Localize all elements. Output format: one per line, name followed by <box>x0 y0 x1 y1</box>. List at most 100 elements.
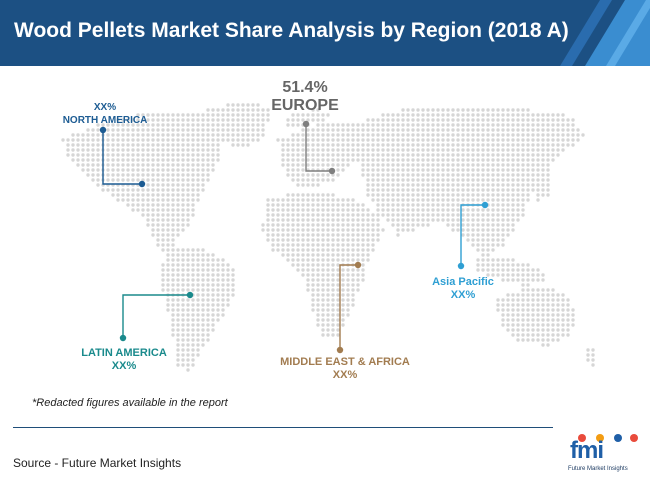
map-dot <box>556 133 560 137</box>
map-dot <box>506 133 510 137</box>
map-dot <box>76 153 80 157</box>
map-dot <box>316 293 320 297</box>
map-dot <box>286 248 290 252</box>
map-dot <box>171 258 175 262</box>
map-dot <box>251 113 255 117</box>
map-dot <box>491 133 495 137</box>
map-dot <box>161 148 165 152</box>
map-dot <box>441 168 445 172</box>
map-dot <box>501 148 505 152</box>
map-dots <box>61 103 595 372</box>
map-dot <box>341 238 345 242</box>
map-dot <box>301 153 305 157</box>
map-dot <box>161 273 165 277</box>
map-dot <box>506 158 510 162</box>
map-dot <box>551 308 555 312</box>
map-dot <box>181 228 185 232</box>
map-dot <box>216 283 220 287</box>
map-dot <box>421 163 425 167</box>
map-dot <box>481 168 485 172</box>
map-dot <box>556 328 560 332</box>
map-dot <box>221 133 225 137</box>
map-dot <box>476 118 480 122</box>
map-dot <box>111 133 115 137</box>
map-dot <box>401 158 405 162</box>
map-dot <box>156 238 160 242</box>
map-dot <box>316 138 320 142</box>
map-dot <box>526 138 530 142</box>
map-dot <box>346 283 350 287</box>
map-dot <box>401 213 405 217</box>
map-dot <box>556 138 560 142</box>
map-dot <box>236 108 240 112</box>
map-dot <box>141 163 145 167</box>
map-dot <box>301 143 305 147</box>
map-dot <box>361 248 365 252</box>
map-dot <box>176 158 180 162</box>
map-dot <box>196 353 200 357</box>
map-dot <box>116 188 120 192</box>
map-dot <box>111 188 115 192</box>
map-dot <box>411 128 415 132</box>
map-dot <box>281 223 285 227</box>
map-dot <box>336 328 340 332</box>
map-dot <box>301 178 305 182</box>
map-dot <box>166 113 170 117</box>
map-dot <box>181 138 185 142</box>
map-dot <box>421 168 425 172</box>
map-dot <box>226 273 230 277</box>
map-dot <box>431 193 435 197</box>
map-dot <box>291 123 295 127</box>
map-dot <box>201 323 205 327</box>
map-dot <box>471 193 475 197</box>
map-dot <box>376 223 380 227</box>
map-dot <box>171 238 175 242</box>
map-dot <box>211 123 215 127</box>
map-dot <box>76 158 80 162</box>
map-dot <box>201 328 205 332</box>
map-dot <box>366 188 370 192</box>
map-dot <box>476 153 480 157</box>
map-dot <box>551 113 555 117</box>
map-dot <box>191 203 195 207</box>
map-dot <box>226 293 230 297</box>
map-dot <box>176 223 180 227</box>
map-dot <box>561 138 565 142</box>
map-dot <box>526 298 530 302</box>
map-dot <box>176 308 180 312</box>
map-dot <box>531 293 535 297</box>
map-dot <box>171 288 175 292</box>
map-dot <box>476 158 480 162</box>
map-dot <box>191 363 195 367</box>
map-dot <box>456 223 460 227</box>
map-dot <box>526 128 530 132</box>
map-dot <box>121 198 125 202</box>
map-dot <box>216 158 220 162</box>
map-dot <box>186 358 190 362</box>
map-dot <box>461 188 465 192</box>
fmi-logo: fmi Future Market Insights <box>566 433 644 475</box>
map-dot <box>411 158 415 162</box>
map-dot <box>296 143 300 147</box>
map-dot <box>496 298 500 302</box>
map-dot <box>181 343 185 347</box>
map-dot <box>311 288 315 292</box>
map-dot <box>301 248 305 252</box>
map-dot <box>566 298 570 302</box>
map-dot <box>331 213 335 217</box>
map-dot <box>286 163 290 167</box>
map-dot <box>476 148 480 152</box>
map-dot <box>491 248 495 252</box>
map-dot <box>531 178 535 182</box>
map-dot <box>401 153 405 157</box>
map-dot <box>486 218 490 222</box>
map-dot <box>146 148 150 152</box>
map-dot <box>181 133 185 137</box>
map-dot <box>226 118 230 122</box>
map-dot <box>196 163 200 167</box>
map-dot <box>506 263 510 267</box>
map-dot <box>471 163 475 167</box>
map-dot <box>336 293 340 297</box>
map-dot <box>506 168 510 172</box>
map-dot <box>501 173 505 177</box>
